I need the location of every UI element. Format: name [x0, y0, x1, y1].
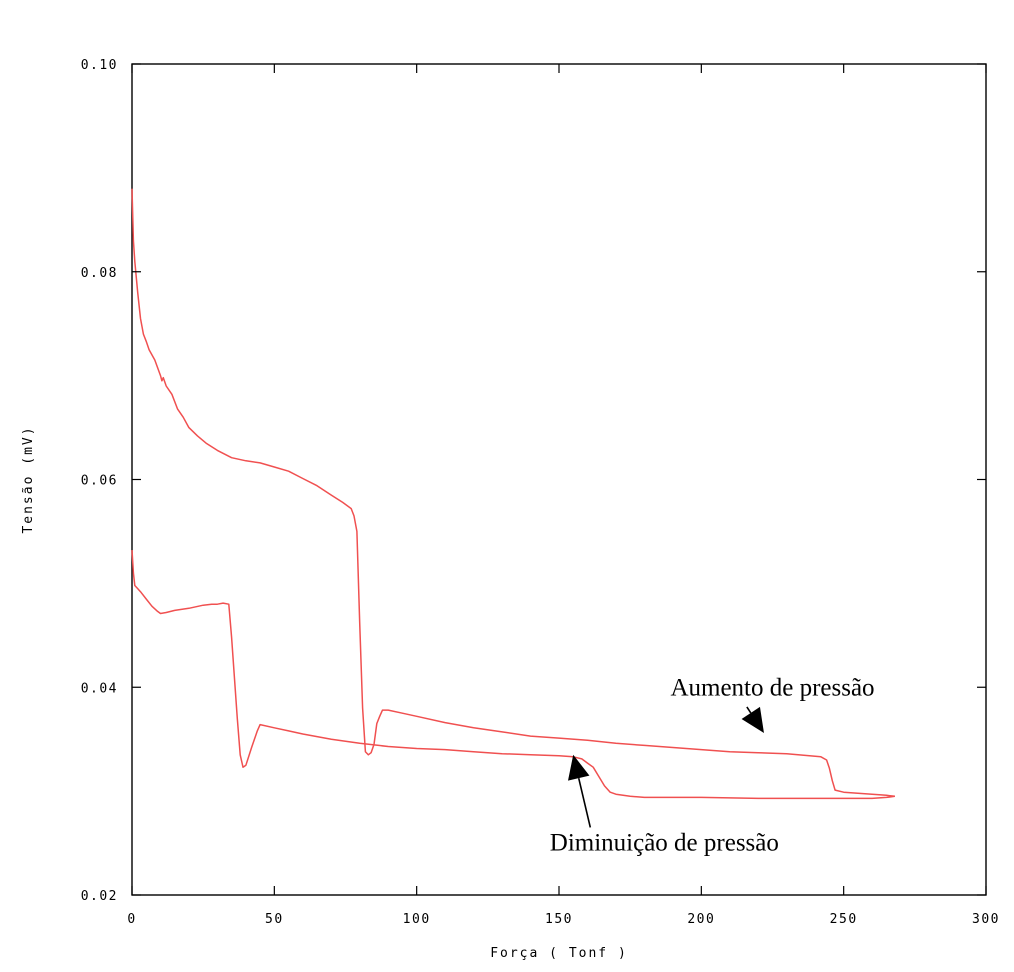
x-tick-label: 150 [545, 912, 573, 927]
y-tick-label: 0.06 [81, 474, 118, 489]
series-layer [131, 188, 895, 800]
x-tick-label: 50 [265, 912, 284, 927]
x-tick-label: 100 [403, 912, 431, 927]
annotation-text: Aumento de pressão [670, 675, 874, 702]
plot-border [131, 63, 987, 896]
annotation-arrow-shaft [577, 777, 592, 828]
x-tick-label: 250 [830, 912, 858, 927]
x-axis-label: Força ( Tonf ) [490, 946, 628, 961]
x-tick-label: 300 [972, 912, 1000, 927]
y-axis-label: Tensão (mV) [21, 425, 36, 533]
annotation-arrow-head [741, 706, 764, 733]
annotation-arrow-shaft [746, 706, 752, 714]
annotations: Aumento de pressão Diminuição de pressão [550, 675, 875, 857]
y-axis-ticks: 0.02 0.04 0.06 0.08 0.10 [81, 58, 986, 904]
x-tick-label: 0 [127, 912, 136, 927]
series-line-2 [131, 550, 895, 800]
series-line-1 [131, 188, 895, 798]
annotation-text: Diminuição de pressão [550, 829, 779, 856]
y-tick-label: 0.02 [81, 889, 118, 904]
x-axis-ticks: 0 50 100 150 200 250 300 [127, 64, 1000, 927]
annotation-arrow-head [568, 754, 590, 781]
x-tick-label: 200 [687, 912, 715, 927]
y-tick-label: 0.04 [81, 681, 118, 696]
y-tick-label: 0.10 [81, 58, 118, 73]
plot-frame [131, 63, 987, 896]
y-tick-label: 0.08 [81, 266, 118, 281]
